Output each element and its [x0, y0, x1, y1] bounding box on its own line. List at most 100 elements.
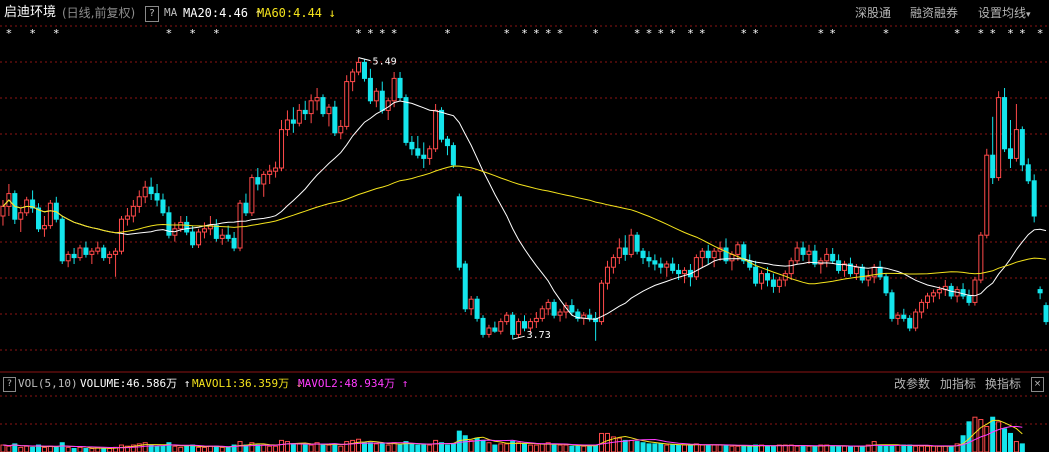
volume-bar [682, 444, 688, 452]
candle [788, 257, 794, 280]
candle [670, 257, 676, 274]
candle-body [243, 202, 249, 214]
candle [427, 145, 433, 165]
candle [871, 264, 877, 284]
candle-body [391, 77, 397, 102]
volume-bar [0, 444, 6, 452]
volume-bar [919, 445, 925, 452]
period-label[interactable]: (日线,前复权) [62, 6, 136, 20]
candle-body [539, 308, 545, 319]
candle-body [166, 212, 172, 236]
volume-help-icon[interactable]: ? [3, 377, 16, 392]
volume-bar [504, 443, 510, 452]
volume-bar [486, 442, 492, 452]
candle [516, 318, 522, 338]
candle-body [350, 71, 356, 83]
candle-body [456, 196, 462, 268]
candle [782, 270, 788, 287]
candle-body [237, 202, 243, 249]
volume-bar [130, 444, 136, 452]
candle [907, 315, 913, 332]
candle-body [658, 263, 664, 268]
candle [130, 200, 136, 223]
switch-indicator-button[interactable]: 换指标 [985, 377, 1022, 391]
candle [350, 68, 356, 92]
help-icon[interactable]: ? [145, 6, 159, 22]
volume-bar [225, 446, 231, 452]
volume-bar [385, 444, 391, 452]
event-marker: * [593, 27, 599, 40]
candle [302, 100, 308, 120]
volume-bar [747, 445, 753, 452]
volume-bar [65, 446, 71, 452]
candle-body [557, 311, 563, 316]
volume-ma-lines [2, 419, 1023, 449]
candle-body [960, 289, 966, 297]
volume-bar [1019, 443, 1025, 452]
close-icon[interactable]: × [1031, 377, 1044, 392]
candle-body [646, 257, 652, 262]
event-marker: * [445, 27, 451, 40]
candle [936, 286, 942, 300]
change-params-button[interactable]: 改参数 [894, 377, 931, 391]
ma60-text: MA60:4.44 [257, 6, 323, 20]
candle-body [101, 247, 107, 259]
candle-body [640, 250, 646, 259]
event-marker: * [954, 27, 960, 40]
volume-indicator-name: VOL(5,10) [18, 377, 78, 390]
stock-title[interactable]: 启迪环境 [4, 5, 57, 20]
candle [521, 315, 528, 332]
volume-bar [1002, 428, 1008, 452]
candle-body [664, 263, 670, 268]
event-marker: * [818, 27, 824, 40]
candle-body [284, 119, 290, 131]
candle-body [486, 327, 492, 335]
candle-body [415, 148, 421, 156]
volume-bar [676, 444, 682, 452]
candle [326, 104, 332, 127]
candle-body [379, 90, 385, 111]
add-indicator-button[interactable]: 加指标 [940, 377, 977, 391]
candle [735, 241, 741, 261]
volume-bar [356, 438, 362, 452]
volume-bar [581, 445, 587, 452]
candle [510, 312, 516, 340]
candle-body [83, 247, 89, 255]
candle [47, 200, 53, 229]
volume-bar [942, 445, 948, 452]
menu-margin-trading[interactable]: 融资融券 [910, 6, 959, 20]
volume-bar [954, 443, 960, 452]
candle-body [219, 234, 225, 239]
price-annotations: 5.49 3.73 [358, 57, 551, 341]
menu-shenzhen-connect[interactable]: 深股通 [855, 6, 892, 20]
candle [36, 203, 42, 232]
menu-ma-settings[interactable]: 设置均线▾ [978, 5, 1031, 23]
event-marker: * [741, 27, 747, 40]
volume-bar [350, 439, 356, 452]
volume-bar [818, 444, 824, 452]
volume-bar [41, 446, 47, 452]
candle-body [628, 234, 634, 255]
candle [622, 235, 628, 261]
candle [415, 136, 421, 159]
candle [824, 248, 830, 268]
candle [847, 257, 853, 277]
candle-body [711, 250, 717, 259]
volume-bar [705, 444, 711, 452]
volume-bar [990, 416, 996, 452]
candle [296, 104, 302, 127]
volume-bar [249, 442, 255, 452]
candle-body [332, 106, 338, 134]
candle [587, 308, 593, 322]
candle [966, 289, 972, 306]
volume-bar [557, 444, 563, 452]
volume-bar [551, 444, 557, 452]
volume-bar [735, 445, 741, 452]
candle-body [836, 260, 842, 271]
volume-bar [764, 445, 771, 452]
candle-body [504, 314, 510, 323]
volume-bar [261, 444, 267, 452]
volume-bar [118, 444, 125, 452]
candle [201, 222, 207, 239]
